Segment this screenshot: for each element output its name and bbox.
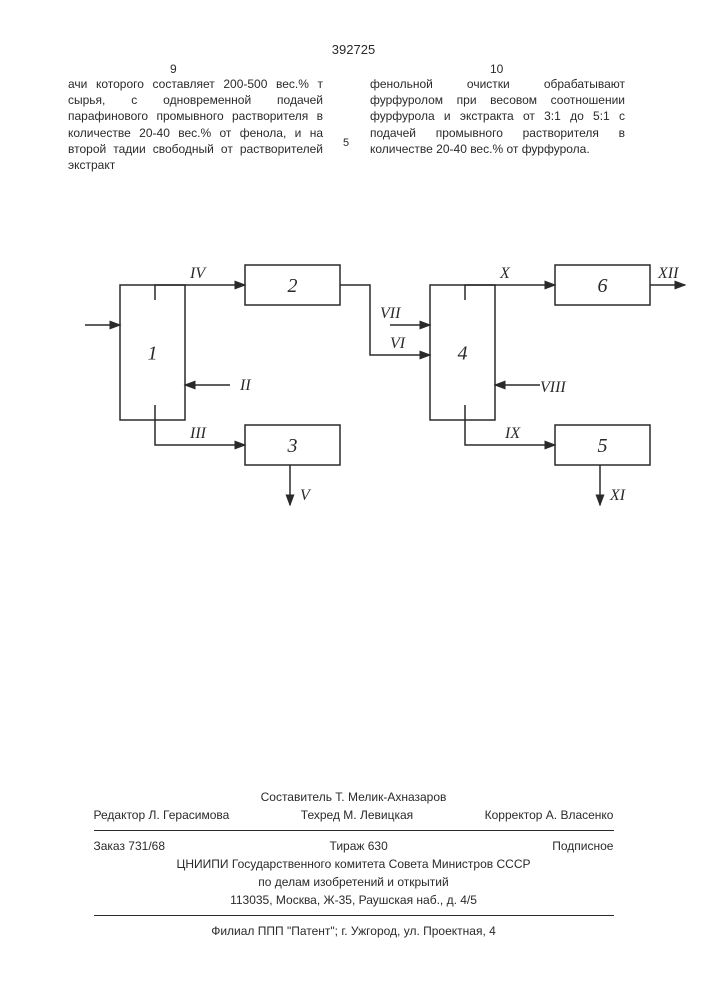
compiler-label: Составитель — [261, 788, 332, 806]
editor-name: Л. Герасимова — [149, 808, 230, 822]
svg-text:V: V — [300, 487, 312, 504]
svg-text:VII: VII — [380, 305, 401, 322]
corrector-label: Корректор — [485, 808, 543, 822]
org-line2: по делам изобретений и открытий — [94, 873, 614, 891]
body-text-left: ачи которого составляет 200-500 вес.% т … — [68, 76, 323, 173]
flow-diagram: 123456IVIIIIIVVIVIIVIIIIXXXIXII — [60, 230, 660, 550]
svg-text:2: 2 — [288, 275, 298, 297]
footer: Составитель Т. Мелик-Ахназаров Редактор … — [0, 788, 707, 940]
footer-branch: Филиал ППП "Патент"; г. Ужгород, ул. Про… — [94, 916, 614, 940]
svg-text:VI: VI — [390, 335, 406, 352]
svg-text:4: 4 — [458, 343, 468, 365]
patent-number: 392725 — [332, 42, 375, 57]
editor-label: Редактор — [94, 808, 146, 822]
line-ref-5: 5 — [343, 137, 349, 149]
svg-text:IX: IX — [504, 425, 521, 442]
compiler-name: Т. Мелик-Ахназаров — [335, 788, 446, 806]
techred-label: Техред — [301, 808, 340, 822]
body-text-right: фенольной очистки обрабатывают фурфуроло… — [370, 76, 625, 157]
column-number-left: 9 — [170, 62, 177, 76]
techred-name: М. Левицкая — [343, 808, 413, 822]
footer-credits: Составитель Т. Мелик-Ахназаров Редактор … — [94, 788, 614, 830]
svg-text:X: X — [499, 265, 511, 282]
svg-text:IV: IV — [189, 265, 207, 282]
svg-text:XI: XI — [609, 487, 626, 504]
svg-text:XII: XII — [657, 265, 679, 282]
org-line1: ЦНИИПИ Государственного комитета Совета … — [94, 855, 614, 873]
order-number: Заказ 731/68 — [94, 837, 166, 855]
svg-text:1: 1 — [148, 343, 158, 365]
column-number-right: 10 — [490, 62, 503, 76]
address: 113035, Москва, Ж-35, Раушская наб., д. … — [94, 891, 614, 909]
svg-text:3: 3 — [287, 435, 298, 457]
svg-text:6: 6 — [598, 275, 608, 297]
subscription: Подписное — [552, 837, 613, 855]
corrector-name: А. Власенко — [546, 808, 614, 822]
svg-text:II: II — [239, 377, 251, 394]
svg-text:5: 5 — [598, 435, 608, 457]
svg-text:VIII: VIII — [540, 379, 566, 396]
footer-publication: Заказ 731/68 Тираж 630 Подписное ЦНИИПИ … — [94, 830, 614, 916]
svg-text:III: III — [189, 425, 207, 442]
print-run: Тираж 630 — [330, 837, 388, 855]
